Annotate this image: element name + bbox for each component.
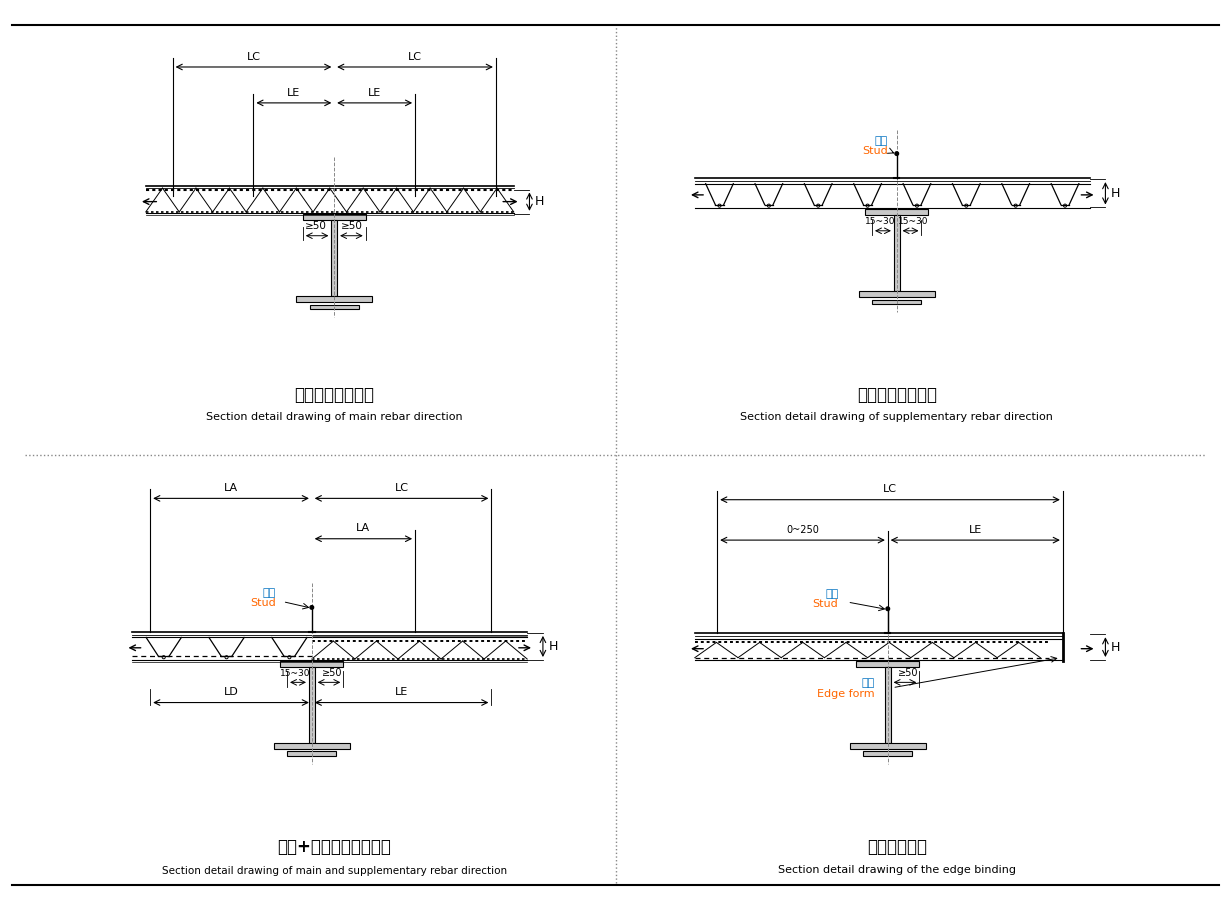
Text: Stud: Stud [812, 600, 838, 610]
Text: LC: LC [883, 484, 897, 494]
Bar [894, 215, 900, 291]
Text: LE: LE [395, 687, 409, 697]
Text: LC: LC [246, 52, 261, 62]
Text: 主筋方向截面详图: 主筋方向截面详图 [294, 386, 374, 403]
Text: 栓钉: 栓钉 [262, 588, 276, 598]
Text: Section detail drawing of the edge binding: Section detail drawing of the edge bindi… [778, 864, 1016, 875]
Text: 0~250: 0~250 [787, 525, 819, 535]
Text: H: H [548, 640, 558, 653]
Bar [287, 752, 336, 756]
Circle shape [310, 606, 314, 609]
Text: 栓钉: 栓钉 [825, 589, 838, 599]
Bar [303, 214, 366, 220]
Text: H: H [1110, 187, 1120, 200]
Text: Stud: Stud [862, 147, 888, 157]
Bar [885, 667, 891, 743]
Text: LD: LD [224, 687, 239, 697]
Text: 15~30: 15~30 [864, 217, 895, 227]
Text: LE: LE [287, 87, 300, 97]
Text: 辅筋+主筋方向截面详图: 辅筋+主筋方向截面详图 [277, 838, 391, 856]
Bar [858, 291, 934, 298]
Bar [281, 661, 343, 667]
Text: H: H [1110, 641, 1120, 653]
Text: ≥50: ≥50 [305, 221, 327, 231]
Text: 栓钉: 栓钉 [874, 136, 888, 146]
Bar [872, 300, 922, 304]
Bar [309, 305, 359, 309]
Circle shape [886, 607, 890, 611]
Text: Edge form: Edge form [816, 689, 874, 699]
Text: H: H [534, 195, 544, 208]
Text: LC: LC [395, 483, 409, 493]
Bar [857, 661, 920, 667]
Bar [849, 743, 926, 749]
Text: LE: LE [368, 87, 382, 97]
Text: 辅筋方向截面详图: 辅筋方向截面详图 [857, 386, 937, 403]
Text: ≥50: ≥50 [321, 668, 342, 678]
Bar [865, 209, 928, 215]
Bar [309, 667, 315, 743]
Text: 15~30: 15~30 [899, 217, 929, 227]
Bar [331, 220, 337, 297]
Text: Section detail drawing of main and supplementary rebar direction: Section detail drawing of main and suppl… [161, 865, 507, 875]
Text: 15~30: 15~30 [279, 669, 310, 678]
Circle shape [895, 152, 899, 156]
Text: Section detail drawing of supplementary rebar direction: Section detail drawing of supplementary … [740, 412, 1054, 422]
Text: Section detail drawing of main rebar direction: Section detail drawing of main rebar dir… [206, 412, 463, 422]
Text: LA: LA [356, 523, 371, 533]
Bar [273, 743, 350, 749]
Text: LC: LC [407, 52, 422, 62]
Text: ≥50: ≥50 [897, 668, 918, 678]
Text: Stud: Stud [250, 598, 276, 608]
Text: LE: LE [969, 525, 982, 535]
Bar [297, 297, 373, 302]
Text: 边模: 边模 [860, 678, 874, 688]
Text: LA: LA [224, 483, 238, 493]
Bar [863, 752, 912, 756]
Text: ≥50: ≥50 [341, 221, 363, 231]
Text: 收边截面详图: 收边截面详图 [867, 838, 927, 856]
